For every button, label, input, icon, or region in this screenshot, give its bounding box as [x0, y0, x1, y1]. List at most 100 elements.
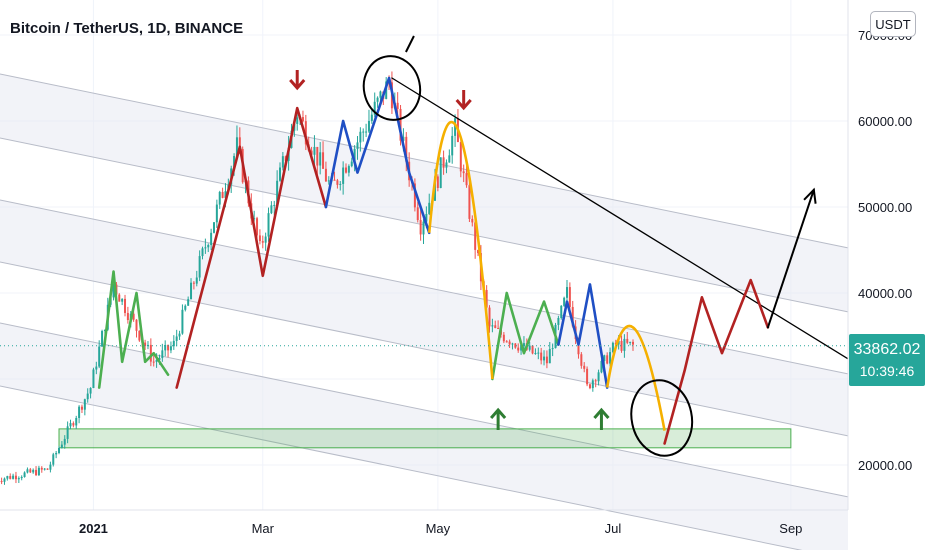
candle-body [611, 342, 614, 353]
candle-body [20, 476, 23, 479]
candle-body [55, 452, 58, 455]
candle-body [416, 207, 419, 221]
blue-swing-path [324, 76, 431, 235]
candle-body [419, 220, 422, 235]
candle-body [207, 245, 210, 248]
candle-body [626, 338, 629, 343]
candle-body [126, 312, 129, 321]
blue-swing-path-2 [557, 283, 609, 389]
candle-body [192, 282, 195, 284]
candle-body [212, 222, 215, 233]
candle-body [365, 131, 368, 133]
candle-body [345, 167, 348, 173]
channel-band [0, 200, 848, 436]
down-arrow-head [289, 79, 306, 91]
red-swing-path [175, 106, 328, 389]
candle-body [144, 342, 147, 347]
candle-body [422, 221, 425, 235]
candle-body [522, 343, 525, 347]
candle-body [396, 102, 399, 109]
currency-selector[interactable]: USDT [870, 11, 916, 37]
candle-body [46, 468, 49, 470]
candle-body [342, 167, 345, 184]
candle-body [477, 249, 480, 254]
candle-body [531, 345, 534, 354]
candle-body [267, 213, 270, 237]
candle-body [617, 340, 620, 345]
candle-body [80, 406, 83, 410]
candle-body [319, 152, 322, 166]
candle-body [568, 287, 571, 307]
candle-body [201, 248, 204, 257]
bottom-circle [630, 379, 694, 457]
channel-line [0, 73, 849, 249]
downtrend-line [391, 77, 861, 367]
candle-body [66, 426, 69, 439]
trend-drawings[interactable] [97, 35, 861, 461]
candle-body [488, 307, 491, 327]
candle-body [520, 346, 523, 351]
candle-body [373, 101, 376, 115]
candle-body [26, 469, 29, 473]
candle-body [273, 204, 276, 206]
orange-arc-2 [605, 324, 666, 431]
candle-body [534, 352, 537, 354]
candle-body [609, 352, 612, 364]
candle-body [600, 361, 603, 373]
candle-body [508, 341, 511, 345]
candle-body [339, 183, 342, 185]
candle-body [597, 372, 600, 382]
candle-body [485, 289, 488, 308]
candle-body [353, 148, 356, 162]
candle-body [17, 478, 20, 480]
candle-body [379, 91, 382, 98]
green-swing-path [97, 270, 170, 389]
candle-body [190, 282, 193, 300]
channel-band [0, 323, 848, 550]
candle-body [221, 192, 224, 198]
candle-body [350, 161, 353, 167]
candle-body [146, 344, 149, 347]
candle-body [557, 317, 560, 325]
y-tick-label: 20000.00 [858, 458, 912, 473]
candle-body [149, 344, 152, 362]
candle-body [167, 344, 170, 351]
candle-body [264, 236, 267, 243]
candle-body [425, 214, 428, 222]
candle-body [58, 447, 61, 453]
candle-body [620, 340, 623, 351]
candle-body [89, 387, 92, 394]
candle-body [465, 173, 468, 186]
candle-body [471, 218, 474, 223]
candle-body [494, 325, 497, 328]
candle-body [367, 120, 370, 132]
candle-body [169, 346, 172, 351]
candle-body [537, 352, 540, 354]
candle-body [135, 319, 138, 331]
candle-body [198, 256, 201, 278]
candle-body [14, 475, 17, 480]
x-tick-label: 2021 [79, 521, 108, 536]
candle-body [591, 380, 594, 389]
candle-body [72, 423, 75, 426]
y-tick-label: 40000.00 [858, 286, 912, 301]
candle-body [32, 469, 35, 473]
circle-pen-mark [405, 35, 415, 53]
chart-title: Bitcoin / TetherUS, 1D, BINANCE [10, 20, 244, 37]
candle-body [313, 146, 316, 155]
candle-body [629, 341, 632, 343]
candle-body [224, 191, 227, 198]
candle-body [37, 467, 40, 476]
candle-body [543, 356, 546, 361]
candle-body [324, 168, 327, 182]
candle-body [428, 202, 431, 215]
candle-body [296, 117, 299, 124]
candle-body [362, 131, 365, 133]
candle-body [75, 417, 78, 426]
candle-body [451, 135, 454, 156]
candle-body [92, 369, 95, 388]
candle-body [132, 313, 135, 320]
candle-body [563, 297, 566, 306]
